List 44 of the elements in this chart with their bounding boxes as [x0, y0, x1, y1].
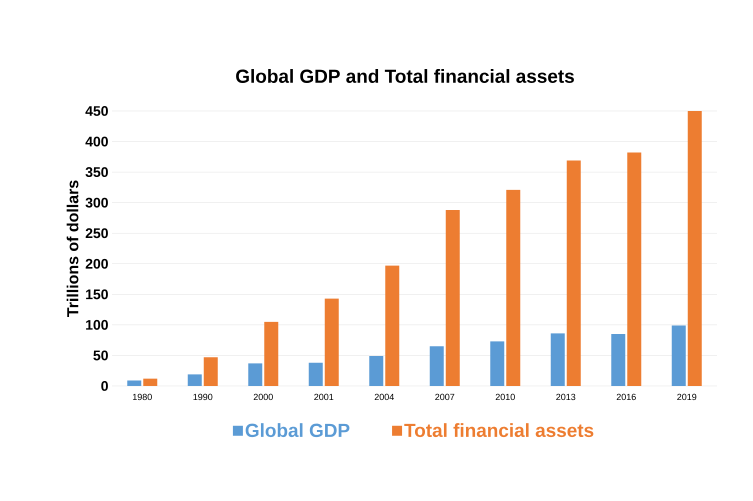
bar: [611, 334, 626, 386]
x-tick-label: 2016: [616, 394, 636, 400]
bar: [385, 266, 400, 386]
bar: [264, 322, 278, 386]
x-tick-label: 2013: [556, 394, 576, 400]
legend-label: Global GDP: [246, 423, 350, 438]
y-axis-title: Trillions of dollars: [66, 180, 78, 317]
bar: [506, 190, 520, 386]
bar: [490, 341, 504, 386]
bar: [369, 356, 384, 386]
x-tick-label: 2007: [435, 394, 454, 400]
bar: [127, 380, 142, 386]
bar: [188, 374, 202, 386]
x-tick-label: 2010: [496, 394, 515, 400]
y-tick-label: 250: [86, 228, 108, 238]
x-tick-label: 1990: [193, 394, 212, 400]
y-tick-label: 50: [93, 350, 108, 360]
bar: [627, 152, 642, 386]
y-tick-label: 150: [86, 289, 108, 300]
bar: [446, 210, 460, 386]
y-tick-label: 0: [101, 381, 108, 391]
bar: [308, 362, 323, 386]
bar: [324, 298, 339, 386]
bar: [143, 378, 158, 386]
chart-title: Global GDP and Total financial assets: [236, 69, 574, 83]
y-tick-label: 450: [85, 106, 108, 116]
bar: [204, 357, 218, 386]
bar: [550, 333, 565, 386]
bar: [566, 160, 581, 386]
x-tick-label: 2019: [677, 394, 696, 400]
legend-label: Total financial assets: [404, 423, 594, 438]
x-tick-label: 2000: [254, 394, 273, 400]
x-tick-label: 2004: [374, 394, 394, 400]
y-tick-label: 400: [85, 136, 108, 146]
y-tick-label: 200: [86, 258, 108, 269]
y-tick-label: 300: [86, 198, 108, 208]
x-tick-label: 1980: [132, 394, 152, 400]
y-tick-label: 350: [86, 167, 108, 178]
x-tick-label: 2001: [314, 394, 334, 400]
y-tick-label: 100: [86, 320, 108, 330]
bar: [430, 346, 444, 386]
bar: [248, 363, 262, 386]
bar: [672, 325, 686, 386]
bar: [688, 110, 702, 386]
